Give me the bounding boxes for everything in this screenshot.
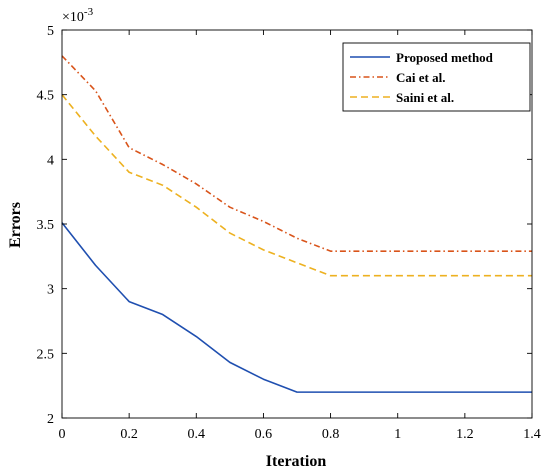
y-tick-label: 3.5 [37, 218, 55, 233]
y-tick-label: 3 [47, 283, 54, 298]
series-line-2 [61, 55, 532, 252]
legend-label: Proposed method [396, 50, 494, 65]
x-axis-label: Iteration [266, 453, 327, 470]
series-line-1 [61, 222, 532, 393]
y-tick-label: 4.5 [37, 89, 55, 104]
x-tick-label: 1 [394, 427, 401, 442]
y-tick-label: 2.5 [37, 347, 55, 362]
x-tick-label: 1.2 [456, 427, 474, 442]
x-tick-label: 0.4 [188, 427, 206, 442]
x-tick-label: 0.2 [120, 427, 138, 442]
legend-box [342, 42, 531, 112]
x-tick-label: 0.6 [255, 427, 273, 442]
x-tick-label: 0 [59, 427, 66, 442]
series-layer [61, 55, 532, 393]
x-tick-label: 0.8 [322, 427, 340, 442]
y-tick-label: 5 [47, 24, 54, 39]
legend-label: Cai et al. [396, 70, 445, 85]
series-line-3 [61, 94, 532, 277]
y-tick-label: 4 [47, 153, 54, 168]
legend-label: Saini et al. [396, 90, 454, 105]
y-axis-label: Errors [7, 202, 24, 248]
y-axis-multiplier: ×10-3 [62, 6, 94, 25]
x-tick-label: 1.4 [523, 427, 541, 442]
axes-layer: 0 0.2 0.4 0.6 0.8 1 1.2 1.4 2 2.5 3 3.5 4 4.5 5 [37, 24, 541, 442]
y-tick-label: 2 [47, 412, 54, 427]
legend: Proposed method Cai et al. Saini et al. [342, 42, 531, 112]
